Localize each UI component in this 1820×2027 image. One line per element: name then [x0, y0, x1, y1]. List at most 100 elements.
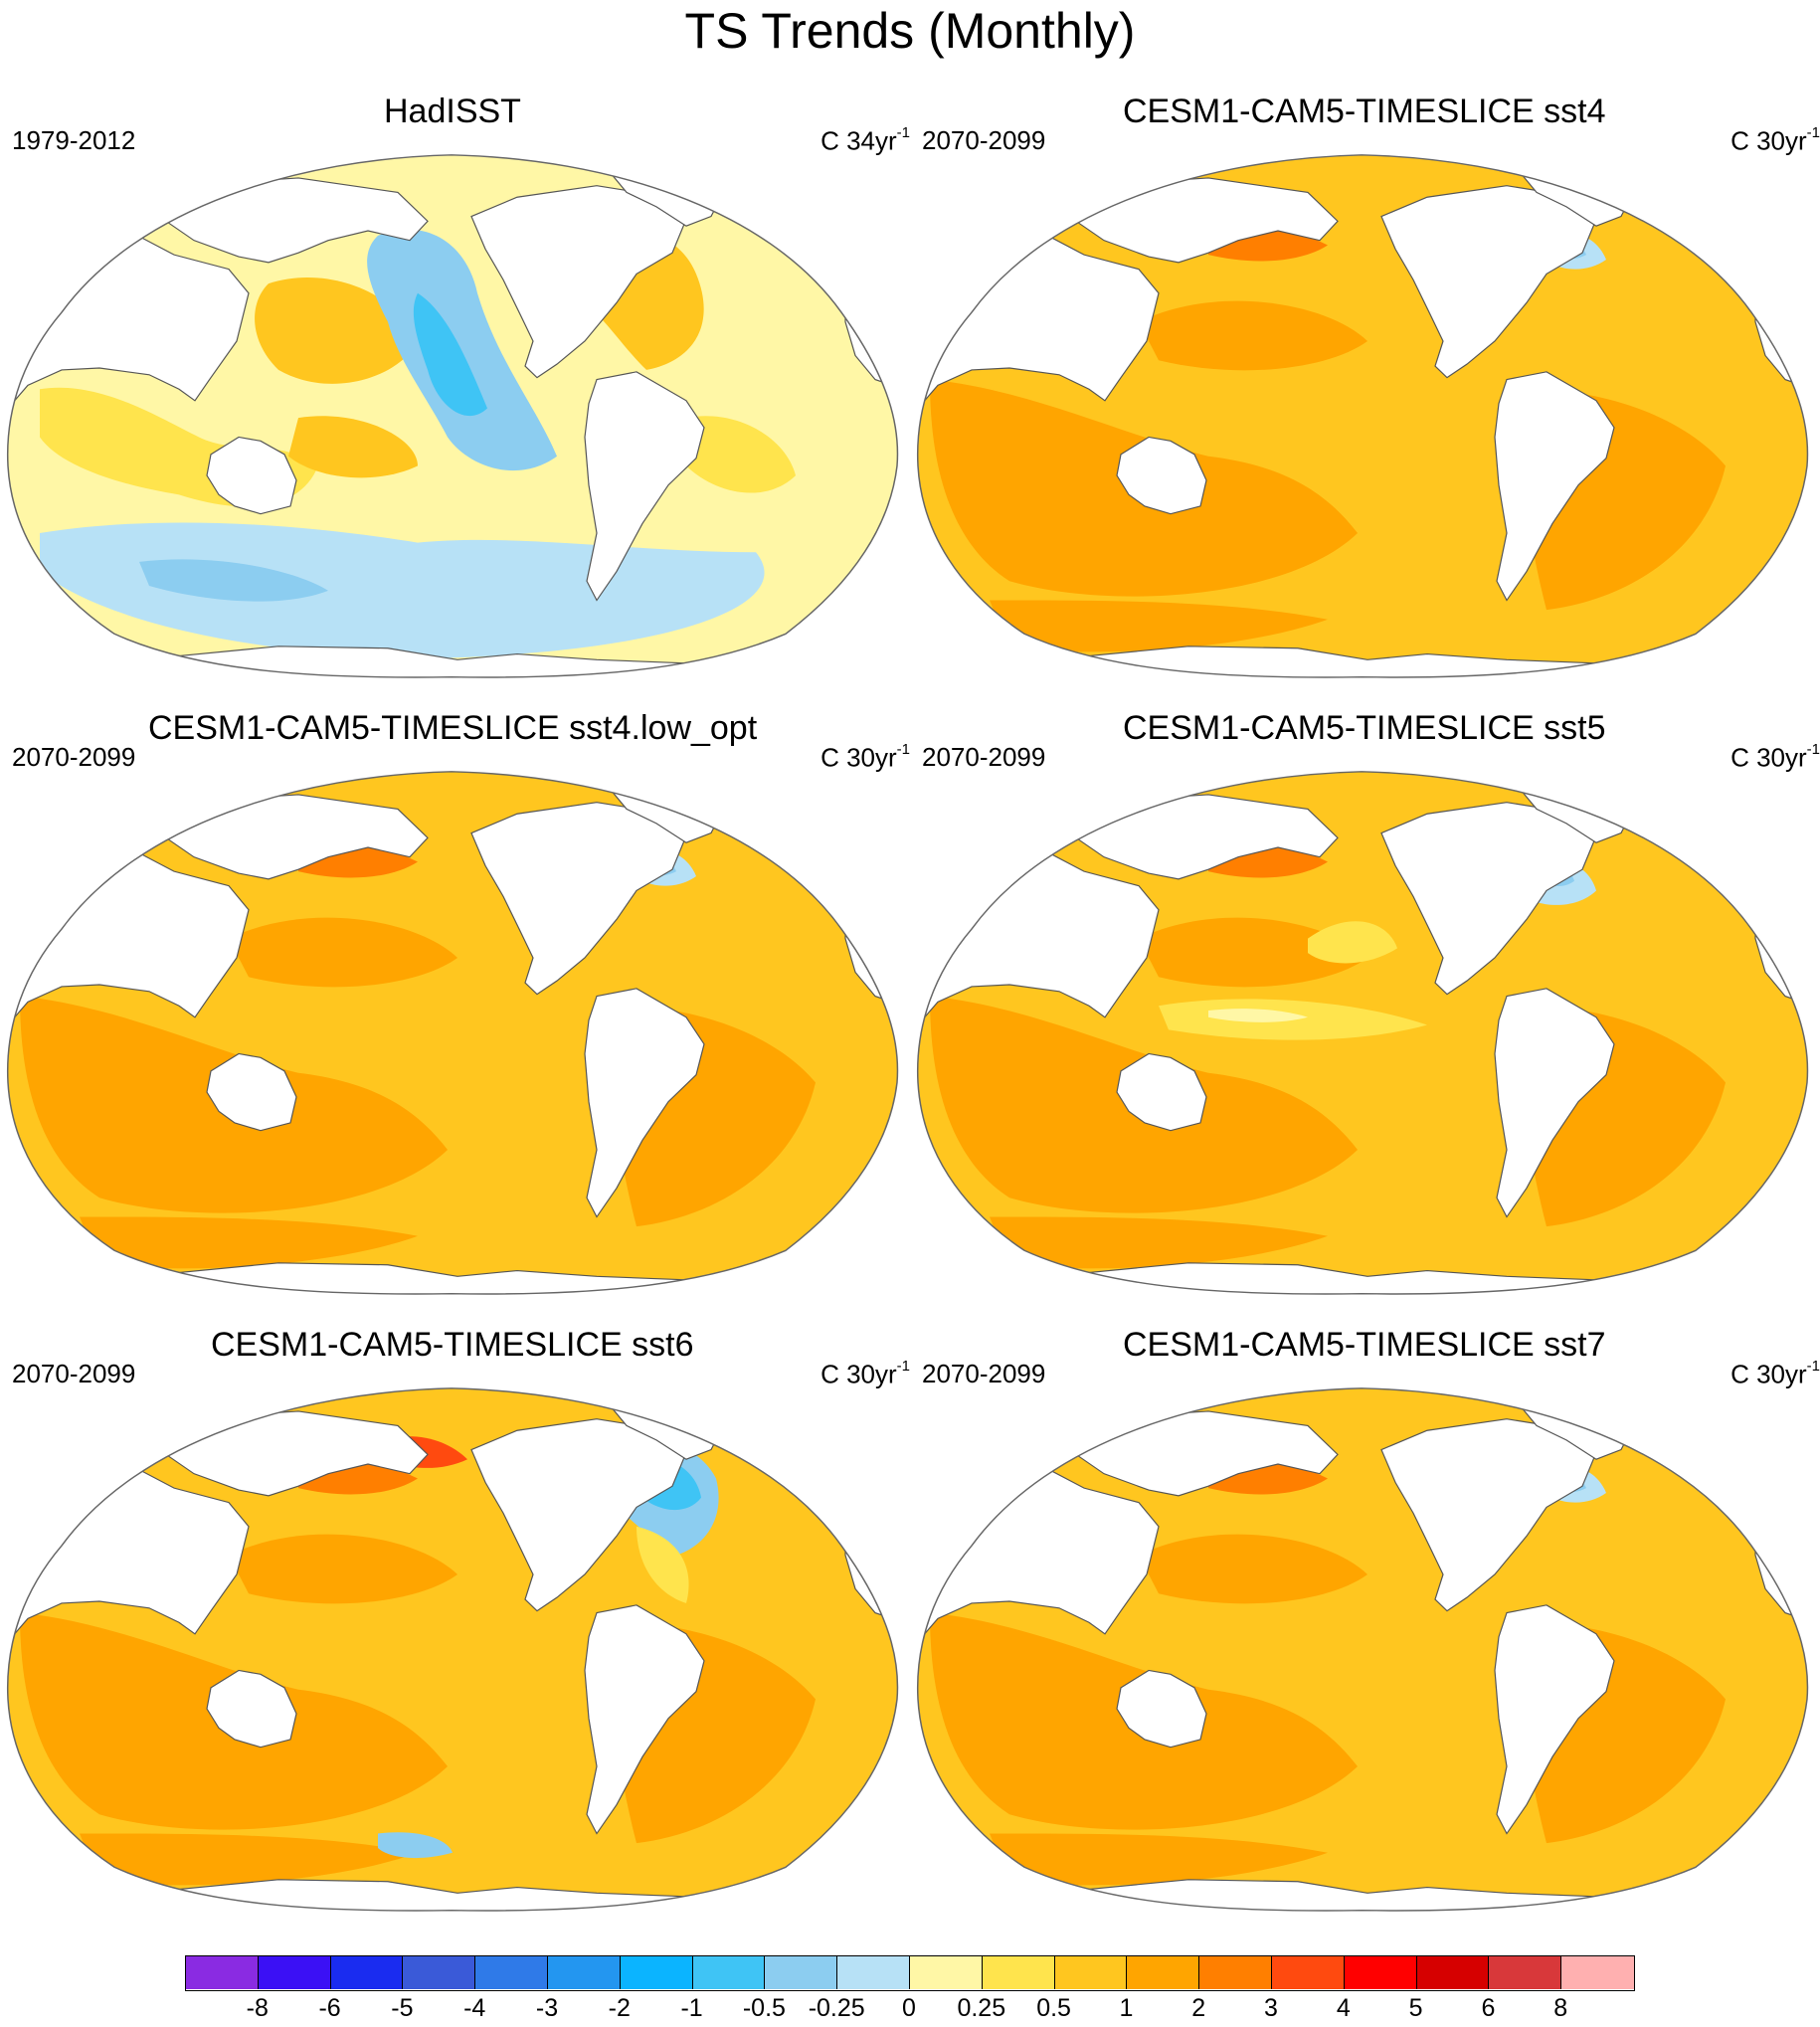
colorbar-tick-label: -0.5 — [742, 1994, 786, 2022]
units-text: C 30yr — [820, 742, 897, 773]
colorbar-tick-label: 4 — [1336, 1994, 1351, 2022]
southern-ocean-cold-patch — [139, 559, 328, 602]
landmass — [206, 1052, 297, 1132]
panel-units: C 30yr-1 — [1730, 1355, 1820, 1389]
panel-period: 2070-2099 — [922, 1359, 1046, 1388]
map-boundary — [916, 154, 1809, 678]
north-pacific-warm — [229, 1534, 457, 1604]
units-exponent: -1 — [896, 741, 910, 758]
panel-title: CESM1-CAM5-TIMESLICE sst5 — [1123, 709, 1606, 747]
colorbar: -8 -6 -5 -4 -3 -2 -1 -0.5 -0.25 0 0.25 0.5 1 2 3 4 5 6 8 — [185, 1955, 1635, 2025]
colorbar-swatch — [1271, 1955, 1345, 1989]
landmass — [584, 371, 705, 602]
landmass — [157, 645, 757, 677]
landmass — [1494, 371, 1615, 602]
landmass — [1067, 1262, 1667, 1294]
units-text: C 30yr — [1730, 742, 1807, 773]
colorbar-tick-label: -5 — [391, 1994, 414, 2022]
west-pacific-warm — [255, 277, 418, 384]
colorbar-tick-label: 8 — [1553, 1994, 1568, 2022]
colorbar-swatch — [1126, 1955, 1200, 1989]
ross-sea-cool — [378, 1832, 453, 1859]
colorbar-tick-label: -4 — [463, 1994, 486, 2022]
colorbar-tick-label: 0.25 — [957, 1994, 1006, 2022]
north-pacific-warm — [1139, 917, 1367, 988]
panel-units: C 30yr-1 — [820, 1355, 910, 1389]
colorbar-tick-label: 5 — [1408, 1994, 1423, 2022]
panel-title: CESM1-CAM5-TIMESLICE sst4.low_opt — [148, 709, 758, 747]
panel-units: C 30yr-1 — [1730, 121, 1820, 156]
colorbar-tick-label: -2 — [608, 1994, 631, 2022]
colorbar-swatch — [619, 1955, 693, 1989]
panel-period: 2070-2099 — [922, 125, 1046, 155]
landmass — [157, 1879, 757, 1911]
colorbar-tick-label: -8 — [246, 1994, 269, 2022]
map-panel: CESM1-CAM5-TIMESLICE sst6 2070-2099 C 30yr… — [0, 1325, 910, 1941]
north-pacific-warm — [1139, 1534, 1367, 1604]
colorbar-tick-label: -1 — [680, 1994, 703, 2022]
equatorial-cold-tongue — [1208, 1009, 1308, 1022]
panel-units: C 30yr-1 — [820, 738, 910, 773]
colorbar-swatch — [474, 1955, 548, 1989]
landmass — [206, 1669, 297, 1749]
colorbar-swatch — [329, 1955, 404, 1989]
colorbar-tick-label: 0 — [902, 1994, 916, 2022]
colorbar-swatch — [1488, 1955, 1562, 1989]
landmass — [206, 436, 297, 515]
colorbar-swatch — [1343, 1955, 1417, 1989]
landmass — [1116, 436, 1207, 515]
panel-units: C 30yr-1 — [1730, 738, 1820, 773]
panel-title: CESM1-CAM5-TIMESLICE sst4 — [1123, 92, 1606, 130]
map-panel: CESM1-CAM5-TIMESLICE sst4 2070-2099 C 30yr… — [910, 92, 1820, 708]
colorbar-tick-label: 2 — [1191, 1994, 1206, 2022]
world-map — [6, 771, 899, 1295]
landmass — [1494, 988, 1615, 1218]
colorbar-tick-label: -3 — [535, 1994, 559, 2022]
units-exponent: -1 — [896, 124, 910, 141]
south-atlantic-patch — [686, 416, 796, 493]
units-text: C 30yr — [1730, 1359, 1807, 1389]
colorbar-swatch — [836, 1955, 910, 1989]
panel-period: 2070-2099 — [12, 1359, 136, 1388]
colorbar-tick-label: 0.5 — [1036, 1994, 1071, 2022]
map-boundary — [916, 771, 1809, 1295]
panel-title: CESM1-CAM5-TIMESLICE sst7 — [1123, 1326, 1606, 1364]
southern-ocean-warm — [990, 600, 1328, 652]
colorbar-swatch — [981, 1955, 1055, 1989]
landmass — [1494, 1604, 1615, 1835]
landmass — [157, 1262, 757, 1294]
map-panel: CESM1-CAM5-TIMESLICE sst5 2070-2099 C 30yr… — [910, 708, 1820, 1325]
southern-ocean-warm — [990, 1833, 1328, 1886]
world-map — [916, 771, 1809, 1295]
panel-title: CESM1-CAM5-TIMESLICE sst6 — [211, 1326, 694, 1364]
east-pacific-cold-core — [413, 292, 487, 417]
units-text: C 34yr — [820, 125, 897, 156]
landmass — [584, 988, 705, 1218]
units-text: C 30yr — [820, 1359, 897, 1389]
colorbar-tick-label: 6 — [1481, 1994, 1496, 2022]
world-map — [916, 1387, 1809, 1912]
colorbar-swatch — [691, 1955, 766, 1989]
panel-period: 2070-2099 — [922, 742, 1046, 772]
southern-ocean-warm — [80, 1216, 418, 1269]
north-pacific-cool-patch — [1308, 921, 1397, 964]
colorbar-swatch — [257, 1955, 331, 1989]
colorbar-swatch — [764, 1955, 838, 1989]
east-pacific-cool — [367, 229, 557, 471]
panel-units: C 34yr-1 — [820, 121, 910, 156]
colorbar-swatch — [909, 1955, 983, 1989]
map-boundary — [916, 1387, 1809, 1912]
world-map — [6, 1387, 899, 1912]
map-panel: HadISST 1979-2012 C 34yr-1 — [0, 92, 910, 708]
colorbar-swatch — [402, 1955, 476, 1989]
colorbar-swatch — [1560, 1955, 1634, 1989]
colorbar-swatch — [1053, 1955, 1128, 1989]
map-boundary — [6, 771, 899, 1295]
south-pacific-warm — [288, 416, 418, 478]
colorbar-swatch — [185, 1955, 258, 1989]
southern-ocean-warm — [990, 1216, 1328, 1269]
colorbar-tick-label: -0.25 — [808, 1994, 865, 2022]
colorbar-tick-label: -6 — [318, 1994, 341, 2022]
world-map — [916, 154, 1809, 678]
landmass — [584, 1604, 705, 1835]
